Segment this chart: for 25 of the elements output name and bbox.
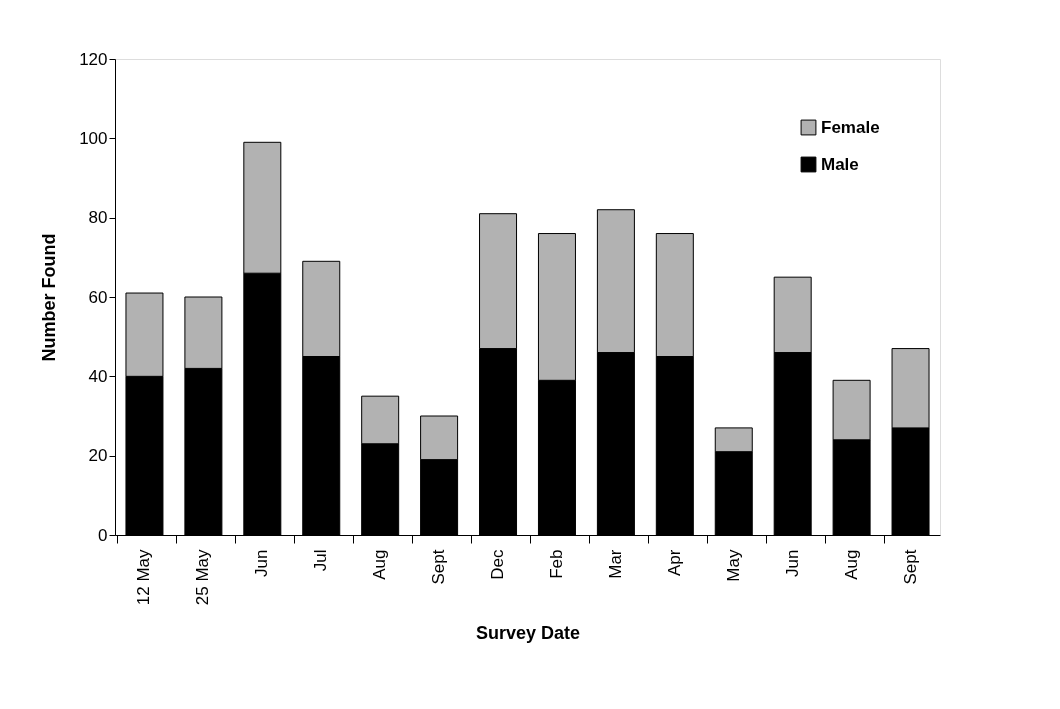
x-tick-label: 25 May [193, 549, 213, 606]
x-tick-label: Apr [664, 549, 684, 576]
y-tick-label: 100 [79, 128, 108, 148]
x-tick-label: Sept [429, 549, 449, 585]
x-tick-label: Jun [252, 549, 272, 577]
x-tick-label: May [723, 549, 743, 582]
legend-label: Female [821, 117, 880, 137]
x-tick-label: Mar [605, 549, 625, 579]
x-axis-title: Survey Date [475, 623, 581, 644]
x-tick-label: Dec [488, 549, 508, 580]
y-tick-label: 40 [88, 366, 108, 386]
y-tick-label: 80 [88, 208, 108, 228]
y-tick-label: 20 [88, 446, 108, 466]
x-tick-label: Aug [841, 549, 861, 580]
y-tick-label: 120 [79, 49, 108, 69]
y-axis-title: Number Found [39, 233, 60, 362]
y-tick-label: 0 [98, 525, 108, 545]
x-tick-label: Jul [311, 549, 331, 572]
legend-label: Male [821, 154, 859, 174]
x-tick-label: Sept [900, 549, 920, 585]
x-tick-label: Aug [370, 549, 390, 580]
x-tick-label: Feb [546, 549, 566, 579]
y-tick-label: 60 [88, 287, 108, 307]
x-tick-label: 12 May [134, 549, 154, 606]
x-tick-label: Jun [782, 549, 802, 577]
